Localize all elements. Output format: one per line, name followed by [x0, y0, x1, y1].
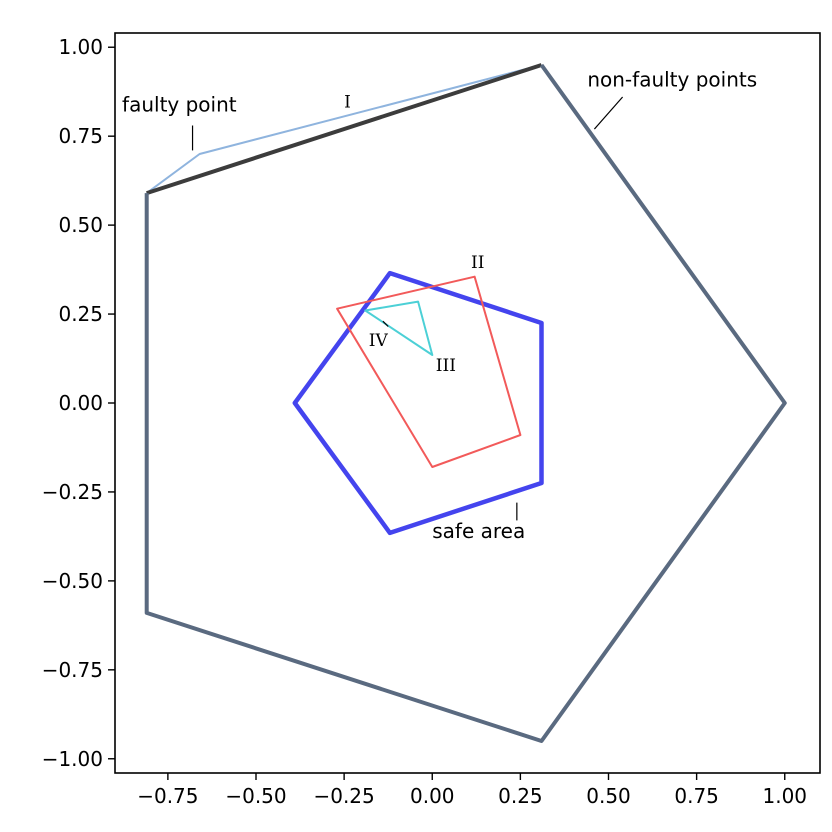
y-axis-ticks: 1.00 0.75 0.50 0.25 0.00 −0.25 −0.50 −0.75 −1.00 [42, 35, 115, 771]
series-2-line [144, 63, 787, 743]
y-tick-label: −0.25 [42, 480, 103, 504]
annotation-pointer-3 [382, 320, 389, 327]
y-tick-label: −1.00 [42, 747, 103, 771]
x-tick-label: 0.00 [410, 784, 455, 808]
y-tick-label: 0.25 [58, 302, 103, 326]
x-tick-label: 0.50 [586, 784, 631, 808]
x-tick-label: 1.00 [762, 784, 807, 808]
y-tick-label: 0.75 [58, 124, 103, 148]
annotation-label-2: safe area [432, 519, 525, 543]
y-tick-label: 0.00 [58, 391, 103, 415]
series-3-line [292, 270, 544, 536]
annotation-label-6: IV [369, 331, 389, 351]
series-layer [144, 63, 787, 743]
annotation-label-5: III [436, 356, 456, 376]
series-5-line [364, 300, 434, 356]
series-0-line [146, 64, 542, 194]
annotation-pointer-1 [593, 96, 624, 130]
x-tick-label: −0.50 [225, 784, 286, 808]
x-tick-label: 0.75 [674, 784, 719, 808]
x-tick-label: −0.25 [313, 784, 374, 808]
series-1-line [146, 63, 543, 196]
annotation-label-3: I [344, 93, 351, 113]
y-tick-label: −0.75 [42, 658, 103, 682]
y-tick-label: −0.50 [42, 569, 103, 593]
pointer-layer [191, 96, 624, 521]
x-axis-ticks: −0.75 −0.50 −0.25 0.00 0.25 0.50 0.75 1.00 [137, 773, 807, 808]
series-4-line [336, 275, 522, 468]
x-tick-label: −0.75 [137, 784, 198, 808]
annotation-label-1: non-faulty points [587, 67, 757, 91]
x-tick-label: 0.25 [498, 784, 543, 808]
y-tick-label: 1.00 [58, 35, 103, 59]
annotation-label-0: faulty point [122, 92, 237, 116]
axes-layer [114, 32, 821, 774]
annotation-label-4: II [471, 253, 484, 273]
plot-frame [114, 32, 821, 774]
y-tick-label: 0.50 [58, 213, 103, 237]
